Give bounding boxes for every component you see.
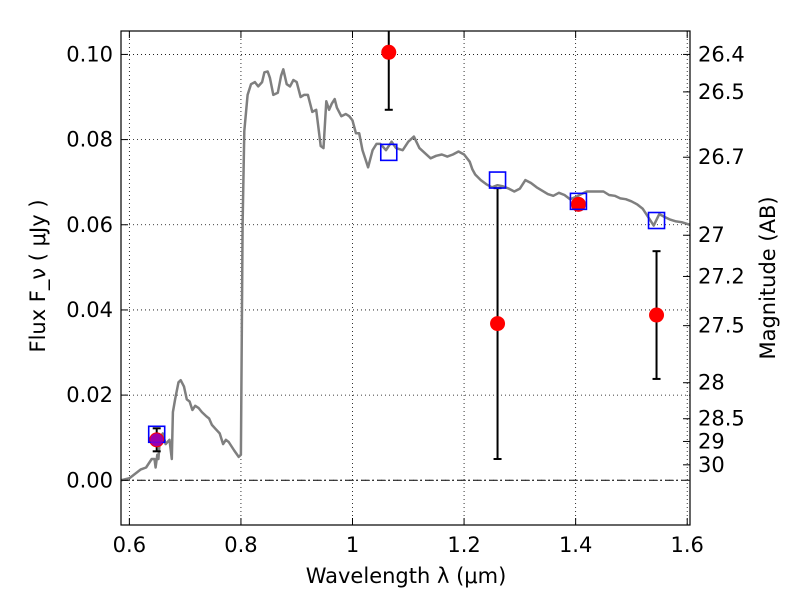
observed-flux-point <box>490 316 506 332</box>
y-tick-label: 0.06 <box>66 213 113 237</box>
model-spectrum-line <box>121 68 690 482</box>
y2-tick-label: 27 <box>698 223 725 247</box>
model-band-flux-square <box>488 171 507 189</box>
x-axis-label: Wavelength λ (μm) <box>306 564 507 588</box>
y2-tick-label: 27.5 <box>698 314 745 338</box>
y2-axis-label: Magnitude (AB) <box>756 196 780 359</box>
x-tick-label: 1 <box>346 533 359 557</box>
model-band-flux-square <box>569 192 588 211</box>
plot-area <box>121 31 690 482</box>
x-tick-label: 0.6 <box>113 533 146 557</box>
x-tick-label: 0.8 <box>224 533 257 557</box>
y2-tick-label: 27.2 <box>698 264 745 288</box>
y-tick-label: 0.00 <box>66 468 113 492</box>
model-band-flux-square <box>379 143 398 162</box>
y-tick-label: 0.02 <box>66 383 113 407</box>
y2-axis-label-text: Magnitude (AB) <box>756 196 780 359</box>
y2-tick-label: 26.7 <box>698 145 745 169</box>
y2-tick-label: 28.5 <box>698 407 745 431</box>
x-tick-label: 1.2 <box>447 533 480 557</box>
model-band-flux-square <box>647 211 666 230</box>
plot-series <box>121 31 690 482</box>
y-tick-label: 0.04 <box>66 298 113 322</box>
y2-tick-label: 28 <box>698 371 725 395</box>
observed-flux-point <box>570 196 586 212</box>
y-tick-label: 0.08 <box>66 128 113 152</box>
y2-tick-label: 26.5 <box>698 80 745 104</box>
observed-flux-point <box>381 44 397 60</box>
y-axis-label: Flux F_ν ( μJy ) <box>26 199 51 352</box>
y-tick-label: 0.10 <box>66 42 113 66</box>
plot-frame <box>120 30 691 526</box>
x-tick-label: 1.4 <box>559 533 592 557</box>
axes: 0.6 0.8 1 1.2 1.4 1.6 0.00 0.02 0.04 0.06 0.08 0.10… <box>66 31 745 557</box>
x-tick-label: 1.6 <box>671 533 704 557</box>
y2-tick-label: 30 <box>698 453 725 477</box>
overlap-point <box>150 433 164 447</box>
observed-flux-point <box>649 307 665 323</box>
y2-tick-label: 26.4 <box>698 42 745 66</box>
y-axis-label-text: Flux F_ν ( μJy ) <box>26 199 51 352</box>
y2-tick-label: 29 <box>698 429 725 453</box>
grid <box>121 31 690 525</box>
